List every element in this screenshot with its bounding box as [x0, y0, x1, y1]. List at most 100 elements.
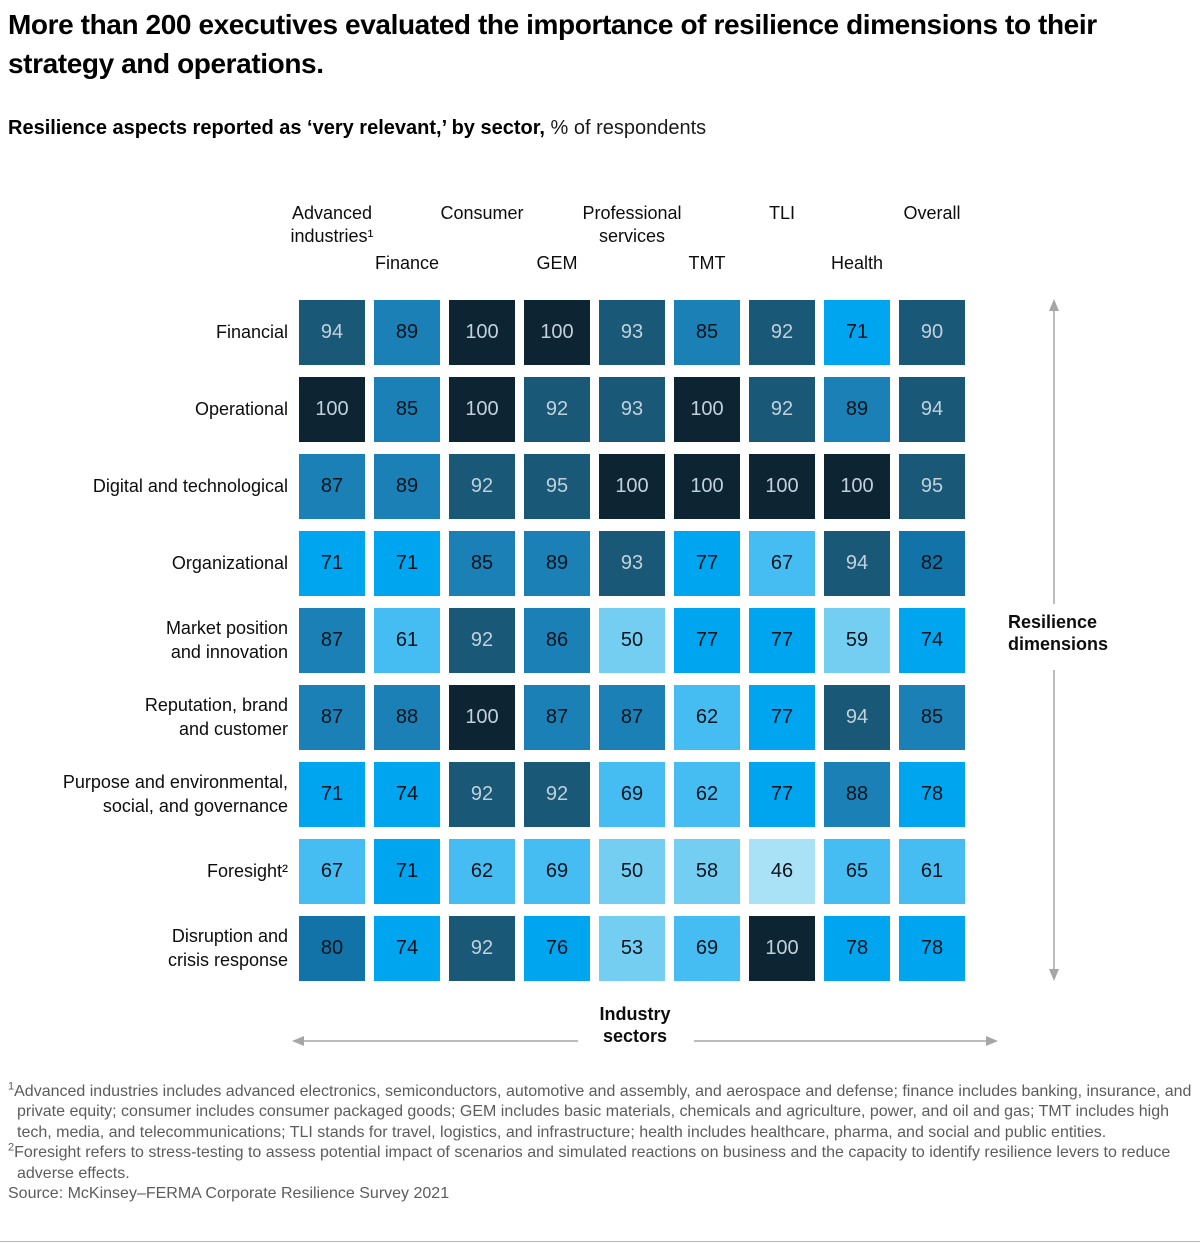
heatmap-cell: 62: [674, 762, 740, 827]
heatmap-cell: 94: [824, 685, 890, 750]
heatmap-cell: 100: [599, 454, 665, 519]
column-header: Professional services: [582, 203, 682, 246]
heatmap-cell: 85: [449, 531, 515, 596]
industry-sectors-arrow: [292, 1036, 998, 1046]
heatmap-cell: 62: [449, 839, 515, 904]
heatmap-cell: 88: [824, 762, 890, 827]
heatmap-cell: 53: [599, 916, 665, 981]
heatmap-cell: 62: [674, 685, 740, 750]
footnote-1-text: Advanced industries includes advanced el…: [14, 1083, 1192, 1141]
heatmap-cell: 88: [374, 685, 440, 750]
heatmap-cell: 85: [899, 685, 965, 750]
heatmap-cell: 71: [299, 531, 365, 596]
heatmap-cell: 90: [899, 300, 965, 365]
heatmap-cell: 50: [599, 839, 665, 904]
heatmap-cell: 80: [299, 916, 365, 981]
column-header: TMT: [688, 253, 726, 273]
heatmap-cell: 85: [674, 300, 740, 365]
heatmap-cell: 89: [374, 454, 440, 519]
heatmap-cell: 100: [524, 300, 590, 365]
heatmap-cell: 67: [749, 531, 815, 596]
heatmap-cell: 69: [599, 762, 665, 827]
heatmap-cell: 92: [749, 300, 815, 365]
heatmap-cell: 77: [749, 608, 815, 673]
heatmap-cell: 87: [524, 685, 590, 750]
heatmap-cell: 87: [299, 608, 365, 673]
heatmap-cell: 92: [449, 916, 515, 981]
column-header: Advanced industries¹: [290, 203, 374, 246]
heatmap-cell: 100: [824, 454, 890, 519]
source-line: Source: McKinsey–FERMA Corporate Resilie…: [8, 1184, 1194, 1204]
column-header: Consumer: [440, 203, 524, 223]
column-header: Overall: [903, 203, 961, 223]
heatmap-cell: 85: [374, 377, 440, 442]
row-label: Disruption and crisis response: [167, 926, 288, 970]
chart-subtitle: Resilience aspects reported as ‘very rel…: [8, 117, 706, 140]
heatmap-cell: 61: [374, 608, 440, 673]
heatmap-cell: 92: [749, 377, 815, 442]
heatmap-cell: 94: [899, 377, 965, 442]
resilience-dimensions-arrow: [1049, 299, 1059, 981]
footnote-2-marker: 2: [8, 1142, 15, 1155]
heatmap-cell: 94: [299, 300, 365, 365]
heatmap-cell: 61: [899, 839, 965, 904]
heatmap-cell: 100: [749, 916, 815, 981]
column-header: Health: [830, 253, 884, 273]
heatmap-cell: 65: [824, 839, 890, 904]
heatmap-cell: 77: [749, 762, 815, 827]
heatmap-cell: 87: [599, 685, 665, 750]
subtitle-unit-text: % of respondents: [544, 117, 707, 139]
heatmap-cell: 74: [899, 608, 965, 673]
row-label: Financial: [215, 321, 288, 342]
heatmap-cell: 78: [899, 762, 965, 827]
column-header: Finance: [374, 253, 440, 273]
heatmap-cell: 71: [374, 531, 440, 596]
heatmap-cell: 71: [374, 839, 440, 904]
heatmap-cell: 59: [824, 608, 890, 673]
row-label: Operational: [194, 398, 288, 419]
heatmap-cell: 77: [674, 531, 740, 596]
heatmap-cell: 95: [524, 454, 590, 519]
heatmap-cell: 92: [449, 454, 515, 519]
heatmap-cell: 77: [749, 685, 815, 750]
heatmap-cell: 58: [674, 839, 740, 904]
heatmap-cell: 74: [374, 916, 440, 981]
heatmap-cell: 71: [824, 300, 890, 365]
heatmap-cell: 100: [674, 377, 740, 442]
heatmap-cell: 100: [449, 685, 515, 750]
heatmap-cell: 87: [299, 685, 365, 750]
subtitle-bold-text: Resilience aspects reported as ‘very rel…: [8, 117, 545, 139]
heatmap-cell: 86: [524, 608, 590, 673]
page-title: More than 200 executives evaluated the i…: [8, 9, 1097, 79]
heatmap-cell: 94: [824, 531, 890, 596]
heatmap-cell: 71: [299, 762, 365, 827]
heatmap-cell: 100: [449, 377, 515, 442]
heatmap-cell: 100: [299, 377, 365, 442]
heatmap-cell: 67: [299, 839, 365, 904]
heatmap-cell: 93: [599, 377, 665, 442]
row-label: Foresight²: [206, 860, 288, 881]
heatmap-cell: 100: [749, 454, 815, 519]
footnote-1-marker: 1: [8, 1080, 15, 1093]
source-text: Source: McKinsey–FERMA Corporate Resilie…: [8, 1185, 450, 1203]
heatmap-cell: 69: [674, 916, 740, 981]
heatmap-cell: 92: [449, 608, 515, 673]
heatmap-cell: 82: [899, 531, 965, 596]
heatmap-cell: 50: [599, 608, 665, 673]
heatmap-cell: 95: [899, 454, 965, 519]
row-label: Market position and innovation: [165, 618, 288, 662]
heatmap-cell: 92: [449, 762, 515, 827]
heatmap-cell: 89: [824, 377, 890, 442]
heatmap-cell: 78: [899, 916, 965, 981]
heatmap-cell: 69: [524, 839, 590, 904]
bottom-divider: [0, 1241, 1200, 1242]
footnote-2-text: Foresight refers to stress-testing to as…: [14, 1144, 1171, 1182]
column-header: GEM: [536, 253, 578, 273]
row-label: Organizational: [171, 552, 288, 573]
heatmap-cell: 100: [674, 454, 740, 519]
y-axis-label: Resilience dimensions: [1008, 612, 1109, 654]
row-label: Digital and technological: [92, 475, 288, 496]
heatmap-cell: 76: [524, 916, 590, 981]
footnotes: 1Advanced industries includes advanced e…: [8, 1080, 1194, 1205]
